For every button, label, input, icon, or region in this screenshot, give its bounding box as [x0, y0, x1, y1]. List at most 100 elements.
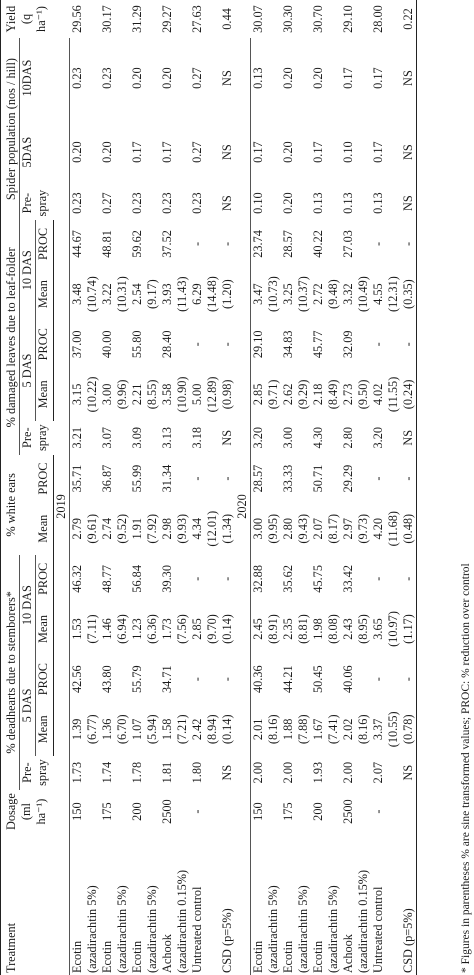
- leaffolder-cell: 29.10: [251, 330, 265, 359]
- empty-cell: [115, 555, 130, 603]
- treatment-cell: Achook: [160, 934, 174, 973]
- empty-cell: [115, 38, 130, 118]
- empty-cell: [266, 555, 281, 603]
- whiteears-cell: -: [220, 476, 234, 481]
- deadhearts-cell: 1.46: [100, 618, 114, 640]
- transformed-values-row: (azadirachtin 5%) (6.70) (6.94) (9.52) (9.96…: [115, 0, 130, 975]
- empty-cell: [175, 790, 190, 834]
- dosage-cell: 200: [130, 802, 144, 821]
- leaffolder-cell: NS: [401, 420, 417, 455]
- spider-cell: 0.20: [281, 192, 295, 214]
- empty-cell: [205, 756, 220, 790]
- dosage-cell: -: [371, 809, 385, 814]
- spider-cell: 0.23: [70, 192, 84, 214]
- treatment-subtitle-cell: [386, 834, 401, 975]
- deadhearts-cell: 1.53: [70, 618, 84, 640]
- empty-cell: [145, 756, 160, 790]
- leaffolder-cell: 23.74: [251, 230, 265, 258]
- empty-cell: [205, 220, 220, 268]
- yield-cell: 31.29: [130, 5, 144, 33]
- empty-cell: [356, 220, 371, 268]
- empty-cell: [85, 0, 100, 38]
- empty-cell: [326, 38, 341, 118]
- whiteears-cell: -: [190, 476, 204, 481]
- empty-cell: [85, 38, 100, 118]
- leaffolder-cell: (0.98): [220, 379, 234, 410]
- table-row: Untreated control - 2.07 3.37 - 3.65 - 4.20 - 3.2…: [371, 0, 386, 975]
- empty-cell: [296, 555, 311, 603]
- treatment-subtitle-cell: (azadirachtin 0.15%): [175, 869, 189, 973]
- leaffolder-cell: NS: [220, 429, 234, 446]
- dh-5das-header: 5 DAS: [19, 655, 36, 756]
- spider-cell: 0.10: [341, 141, 355, 163]
- empty-cell: [356, 118, 371, 186]
- whiteears-cell: 1.91: [130, 517, 144, 540]
- dosage-cell: 175: [281, 802, 295, 821]
- whiteears-transformed-cell: (9.93): [175, 513, 189, 544]
- deadhearts-cell: 2.00: [341, 761, 355, 784]
- deadhearts-cell: 44.21: [281, 665, 295, 693]
- deadhearts-cell: 42.56: [70, 665, 84, 693]
- whiteears-cell: 2.79: [70, 517, 84, 540]
- whiteears-transformed-cell: (9.52): [115, 513, 129, 544]
- transformed-values-row: (azadirachtin 0.15%) (8.16) (8.95) (9.73) (9…: [356, 0, 371, 975]
- whiteears-cell: (1.34): [220, 513, 234, 544]
- empty-cell: [145, 38, 160, 118]
- table-row: Achook 2500 1.81 1.58 34.71 1.73 39.30 2.98 31.3…: [160, 0, 175, 975]
- empty-cell: [326, 118, 341, 186]
- empty-cell: [266, 220, 281, 268]
- deadhearts-cell: 1.07: [130, 718, 144, 741]
- empty-cell: [145, 320, 160, 368]
- empty-cell: [115, 421, 130, 455]
- deadhearts-header: % deadhearts due to stemborers*: [0, 555, 20, 790]
- deadhearts-cell: (0.78): [401, 702, 417, 756]
- deadhearts-cell: -: [190, 677, 204, 682]
- treatment-cell: Ecotin: [311, 940, 325, 973]
- yield-cell: 29.56: [69, 5, 84, 33]
- empty-cell: [205, 186, 220, 220]
- leaffolder-transformed-cell: (9.48): [326, 279, 340, 309]
- spider-cell: 0.17: [160, 141, 174, 163]
- treatment-subtitle-cell: (azadirachtin 5%): [115, 885, 129, 973]
- empty-cell: [145, 555, 160, 603]
- empty-cell: [115, 0, 130, 38]
- leaffolder-cell: 2.85: [251, 383, 265, 406]
- leaffolder-transformed-cell: (9.29): [296, 379, 310, 410]
- empty-cell: [175, 220, 190, 268]
- deadhearts-cell: 40.36: [251, 665, 265, 693]
- whiteears-cell: 4.34: [190, 517, 204, 540]
- spider-cell: 0.27: [190, 67, 204, 89]
- leaffolder-cell: 4.30: [311, 426, 325, 449]
- empty-cell: [145, 186, 160, 220]
- leaffolder-cell: 28.57: [281, 230, 295, 258]
- deadhearts-cell: 46.32: [70, 565, 84, 593]
- leaffolder-cell: 34.83: [281, 330, 295, 359]
- yield-header: Yield (q ha⁻¹): [0, 0, 54, 38]
- leaffolder-transformed-cell: (10.49): [356, 276, 370, 313]
- empty-cell: [266, 790, 281, 834]
- deadhearts-transformed-cell: (8.16): [356, 714, 370, 745]
- leaffolder-cell: 3.20: [371, 426, 385, 449]
- leaffolder-cell: 3.22: [100, 283, 114, 305]
- table-row: Ecotin 150 1.73 1.39 42.56 1.53 46.32 2.79 35.71…: [70, 0, 86, 975]
- whiteears-cell: 36.87: [100, 464, 114, 493]
- empty-cell: [85, 421, 100, 455]
- leaffolder-transformed-cell: (10.31): [115, 276, 129, 313]
- dh-10das-proc-header: PROC: [35, 555, 54, 603]
- spider-cell: NS: [220, 70, 234, 86]
- leaffolder-cell: 55.80: [130, 330, 144, 359]
- leaffolder-cell: -: [220, 342, 234, 347]
- lf-5das-mean-header: Mean: [35, 368, 54, 421]
- empty-cell: [356, 455, 371, 503]
- whiteears-cell: 2.74: [100, 517, 114, 540]
- empty-cell: [205, 0, 220, 38]
- dosage-cell: 2500: [160, 799, 174, 824]
- empty-cell: [386, 38, 401, 118]
- treatment-cell: Ecotin: [100, 940, 114, 973]
- deadhearts-cell: 2.00: [251, 761, 265, 784]
- sp-10das-header: 10DAS: [20, 59, 34, 97]
- deadhearts-cell: 1.23: [130, 618, 144, 640]
- leaffolder-transformed-cell: (14.48): [205, 276, 219, 313]
- whiteears-cell: 29.29: [341, 464, 355, 493]
- empty-cell: [356, 555, 371, 603]
